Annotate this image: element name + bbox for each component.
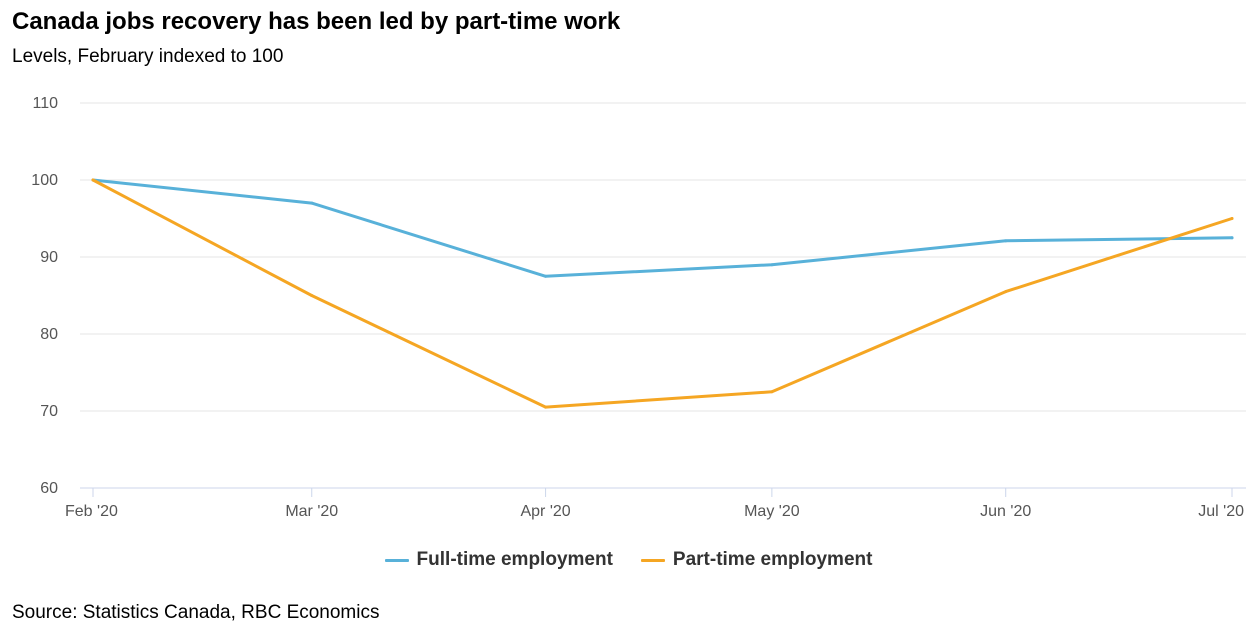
data-point-full-time[interactable] — [310, 201, 314, 205]
legend-swatch-full-time — [384, 558, 409, 562]
x-tick-label: Apr '20 — [520, 503, 570, 520]
series-line-full-time[interactable] — [91, 178, 1234, 278]
data-point-part-time[interactable] — [1004, 290, 1008, 294]
y-tick-label: 100 — [31, 172, 58, 189]
data-point-full-time[interactable] — [544, 274, 548, 278]
x-tick-label: May '20 — [744, 503, 800, 520]
y-tick-label: 60 — [40, 480, 58, 497]
data-point-part-time[interactable] — [310, 294, 314, 297]
series-lines — [91, 178, 1234, 409]
x-tick-label: Jul '20 — [1198, 503, 1244, 520]
line-chart: 60 70 80 90 100 110 Feb '20 Mar '20 Apr '20 May … — [31, 95, 1246, 520]
x-axis-labels: Feb '20 Mar '20 Apr '20 May '20 Jun '20 Jul '… — [65, 503, 1244, 520]
y-tick-label: 70 — [40, 403, 58, 420]
source-note: Source: Statistics Canada, RBC Economics — [12, 602, 380, 623]
data-point-part-time[interactable] — [91, 178, 95, 182]
x-axis — [80, 487, 1246, 497]
legend-label-part-time: Part-time employment — [672, 549, 873, 570]
chart-subtitle: Levels, February indexed to 100 — [12, 46, 284, 67]
legend-item-part-time[interactable]: Part-time employment — [640, 549, 873, 571]
y-tick-label: 110 — [32, 95, 58, 112]
data-point-part-time[interactable] — [770, 390, 774, 394]
y-tick-label: 90 — [40, 249, 58, 266]
legend-item-full-time[interactable]: Full-time employment — [384, 549, 613, 571]
x-tick-label: Feb '20 — [65, 503, 118, 520]
y-tick-label: 80 — [40, 326, 58, 343]
y-axis-labels: 60 70 80 90 100 110 — [31, 95, 58, 497]
grid-lines — [80, 102, 1246, 412]
series-line-part-time[interactable] — [91, 178, 1234, 409]
x-tick-label: Jun '20 — [980, 503, 1031, 520]
data-point-part-time[interactable] — [544, 405, 548, 409]
data-point-full-time[interactable] — [770, 263, 774, 267]
data-point-full-time[interactable] — [1004, 239, 1008, 243]
chart-legend: Full-time employment Part-time employmen… — [0, 549, 1257, 571]
data-point-part-time[interactable] — [1230, 217, 1234, 220]
data-point-full-time[interactable] — [1230, 236, 1234, 240]
chart-title: Canada jobs recovery has been led by par… — [12, 8, 621, 35]
x-tick-label: Mar '20 — [285, 503, 338, 520]
legend-swatch-part-time — [640, 558, 665, 562]
legend-label-full-time: Full-time employment — [416, 549, 613, 570]
